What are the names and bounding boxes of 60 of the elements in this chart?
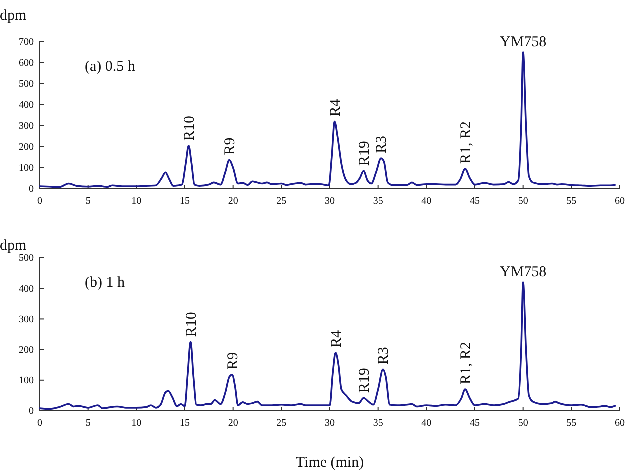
x-tick-label: 25	[276, 418, 287, 430]
annotation: R3	[376, 347, 392, 365]
y-tick-label: 0	[29, 184, 34, 196]
x-tick-label: 45	[470, 418, 480, 430]
y-tick-label: 300	[19, 314, 34, 326]
x-tick-label: 55	[566, 418, 577, 430]
x-tick-label: 15	[180, 418, 190, 430]
x-tick-label: 50	[518, 418, 528, 430]
x-tick-label: 10	[132, 196, 142, 208]
x-tick-label: 5	[86, 418, 91, 430]
y-tick-label: 500	[19, 79, 34, 90]
x-tick-label: 45	[470, 196, 480, 208]
x-tick-label: 10	[132, 418, 142, 430]
annotation: R10	[182, 116, 198, 141]
annotation: R4	[328, 98, 344, 117]
text: (a) 0.5 h	[85, 59, 136, 75]
y-tick-label: 300	[19, 121, 34, 132]
x-tick-label: 20	[228, 418, 238, 430]
annotation: R19	[356, 141, 373, 166]
annotation: R10	[184, 312, 200, 338]
x-tick-label: 5	[86, 196, 91, 208]
annotation: R4	[328, 330, 345, 348]
x-tick-label: 40	[422, 196, 432, 208]
y-tick-label: 100	[19, 163, 34, 174]
x-tick-label: 15	[180, 196, 190, 208]
y-tick-label: 200	[19, 142, 34, 154]
y-tick-label: 400	[19, 284, 34, 295]
y-tick-label: 200	[19, 345, 34, 356]
y-axis-title: dpm	[0, 238, 27, 254]
annotation: R1, R2	[458, 342, 474, 385]
x-axis-title: Time (min)	[296, 455, 364, 471]
x-tick-label: 0	[38, 418, 42, 430]
x-tick-label: 35	[373, 418, 384, 430]
x-tick-label: 30	[325, 196, 335, 208]
x-tick-label: 60	[615, 196, 625, 208]
y-tick-label: 600	[19, 58, 34, 70]
x-tick-label: 55	[566, 196, 577, 208]
text: (b) 1 h	[85, 275, 126, 291]
x-tick-label: 30	[325, 418, 335, 430]
line-series	[39, 52, 616, 188]
annotation: R19	[356, 368, 373, 394]
y-tick-label: 100	[19, 376, 34, 387]
x-tick-label: 40	[422, 418, 432, 430]
y-axis-title: dpm	[0, 8, 27, 24]
annotation: R3	[374, 136, 390, 154]
y-tick-label: 0	[29, 406, 34, 418]
annotation: YM758	[500, 264, 547, 280]
y-tick-label: 500	[19, 253, 34, 264]
y-tick-label: 700	[19, 37, 34, 48]
annotation: YM758	[500, 34, 547, 50]
annotation: R9	[222, 138, 238, 156]
x-tick-label: 35	[373, 196, 384, 208]
x-tick-label: 0	[38, 196, 42, 208]
x-tick-label: 50	[518, 196, 528, 208]
x-tick-label: 25	[276, 196, 287, 208]
x-tick-label: 60	[615, 418, 625, 430]
y-tick-label: 400	[19, 100, 34, 112]
x-tick-label: 20	[228, 196, 238, 208]
annotation: R9	[225, 352, 242, 370]
annotation: R1, R2	[458, 122, 474, 164]
